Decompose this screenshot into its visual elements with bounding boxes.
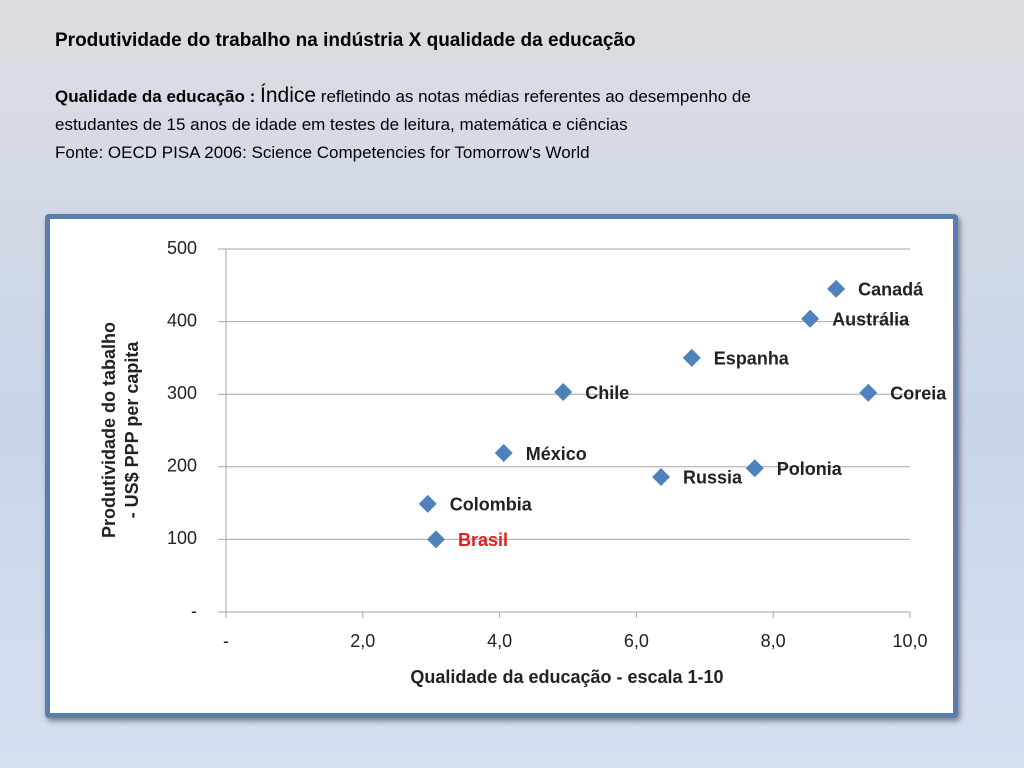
point-label: Chile	[585, 383, 629, 403]
point-label: Canadá	[858, 280, 924, 300]
y-tick-label: 500	[167, 238, 197, 258]
point-label: Polonia	[777, 459, 843, 479]
y-axis-title: Produtividade do tabalho	[99, 322, 119, 538]
point	[652, 467, 671, 486]
x-tick-label: 2,0	[350, 631, 375, 651]
point	[859, 383, 878, 402]
point	[554, 383, 573, 402]
x-tick-label: -	[223, 631, 229, 651]
point	[682, 348, 701, 367]
desc-lead: Índice	[260, 84, 317, 107]
source: Fonte: OECD PISA 2006: Science Competenc…	[55, 143, 590, 162]
description-line: estudantes de 15 anos de idade em testes…	[55, 115, 628, 134]
y-tick-label: 100	[167, 528, 197, 548]
chart-frame	[45, 214, 958, 718]
desc-text: refletindo as notas médias referentes ao…	[320, 87, 751, 106]
point	[827, 279, 846, 298]
header: Produtividade do trabalho na indústria X…	[55, 30, 751, 167]
description: Qualidade da educação : Índice refletind…	[55, 82, 751, 111]
point	[745, 459, 764, 478]
y-tick-label: 400	[167, 310, 197, 330]
point	[494, 444, 513, 463]
y-axis-title: - US$ PPP per capita	[122, 341, 142, 519]
title: Produtividade do trabalho na indústria X…	[55, 30, 636, 51]
point	[418, 494, 437, 513]
point	[426, 530, 445, 549]
x-tick-label: 8,0	[761, 631, 786, 651]
x-axis-title: Qualidade da educação - escala 1-10	[410, 667, 723, 687]
point-label: Russia	[683, 468, 743, 488]
point-label: Brasil	[458, 530, 508, 550]
point-label: Coreia	[890, 383, 947, 403]
y-tick-label: 300	[167, 383, 197, 403]
point	[801, 309, 820, 328]
x-tick-label: 4,0	[487, 631, 512, 651]
point-label: Austrália	[832, 309, 910, 329]
desc-label: Qualidade da educação :	[55, 87, 256, 106]
x-tick-label: 10,0	[892, 631, 927, 651]
x-tick-label: 6,0	[624, 631, 649, 651]
y-tick-label: -	[191, 601, 197, 621]
point-label: México	[526, 444, 587, 464]
point-label: Espanha	[714, 349, 790, 369]
y-tick-label: 200	[167, 456, 197, 476]
point-label: Colombia	[450, 495, 533, 515]
